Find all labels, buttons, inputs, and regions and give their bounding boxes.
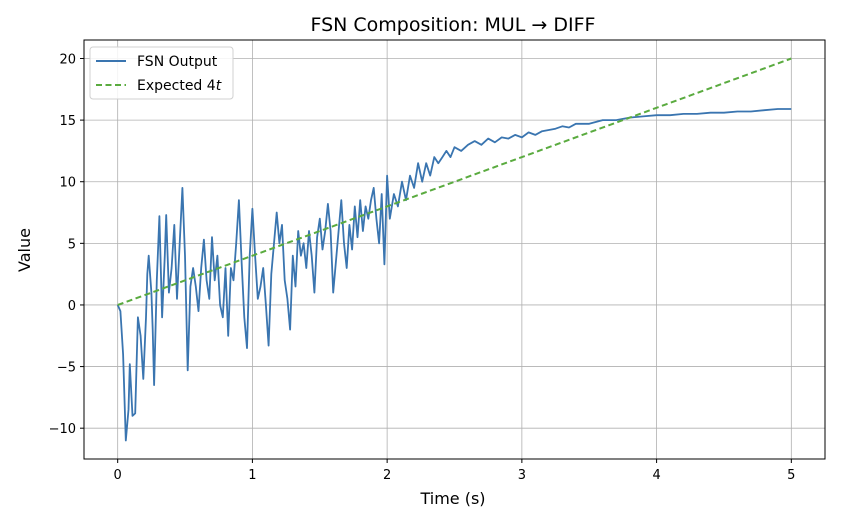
x-tick-label: 0 xyxy=(114,468,122,483)
plot-area: 0 1 2 3 4 5 −10 −5 0 5 10 15 20 xyxy=(49,39,826,483)
axis-ticks: 0 1 2 3 4 5 −10 −5 0 5 10 15 20 xyxy=(49,52,796,483)
x-tick-label: 2 xyxy=(383,468,391,483)
y-tick-label: 5 xyxy=(68,237,76,252)
x-tick-label: 5 xyxy=(787,468,795,483)
x-tick-label: 4 xyxy=(652,468,660,483)
y-tick-label: −5 xyxy=(57,361,76,376)
x-tick-label: 1 xyxy=(248,468,256,483)
series-line-expected xyxy=(117,57,792,306)
legend-label-fsn-output: FSN Output xyxy=(137,54,218,70)
plot-frame xyxy=(83,39,826,460)
legend-label-expected-text: Expected 4 xyxy=(137,78,216,94)
chart-title: FSN Composition: MUL → DIFF xyxy=(311,14,596,36)
series-line-fsn-output xyxy=(116,108,792,442)
series-layer xyxy=(116,57,792,442)
y-tick-label: 15 xyxy=(59,114,76,129)
grid-lines xyxy=(84,40,825,459)
y-tick-label: 0 xyxy=(68,299,76,314)
legend-label-expected: Expected 4t xyxy=(137,78,222,94)
x-tick-label: 3 xyxy=(518,468,526,483)
y-tick-label: 20 xyxy=(59,52,76,67)
y-tick-label: 10 xyxy=(59,176,76,191)
x-axis-label: Time (s) xyxy=(419,489,485,508)
y-tick-label: −10 xyxy=(49,422,76,437)
legend-label-expected-variable: t xyxy=(216,78,222,94)
y-axis-label: Value xyxy=(15,228,34,272)
legend: FSN Output Expected 4t xyxy=(89,46,234,100)
